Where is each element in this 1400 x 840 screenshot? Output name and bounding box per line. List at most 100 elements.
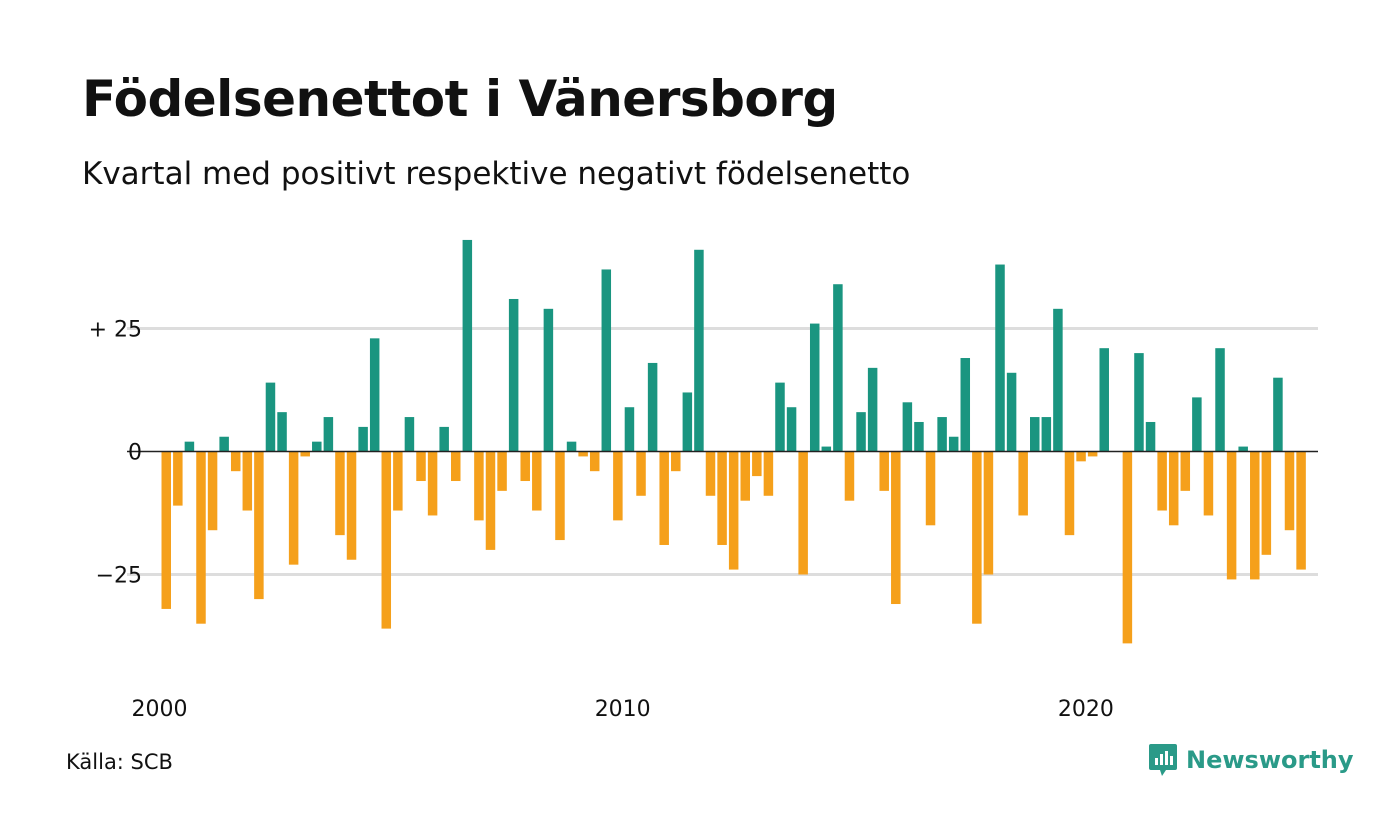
bar (427, 451, 438, 516)
bars (161, 239, 1306, 644)
y-tick-label: + 25 (89, 318, 142, 343)
bar (277, 412, 287, 452)
gridlines (127, 327, 1318, 576)
bar (288, 451, 299, 565)
bar (1087, 451, 1098, 457)
bar (1238, 446, 1248, 452)
bar (925, 451, 936, 526)
bar (1261, 451, 1272, 555)
bar (358, 426, 368, 452)
bar (763, 451, 774, 496)
bar (323, 417, 334, 452)
x-tick-label: 2020 (1058, 697, 1114, 722)
bar (821, 446, 832, 452)
bar (728, 451, 739, 570)
bar (960, 358, 971, 452)
bar (1192, 397, 1202, 452)
bar (451, 451, 461, 482)
bar (1180, 451, 1191, 491)
bar (207, 451, 218, 531)
y-tick-label: 0 (128, 441, 142, 466)
bar (566, 441, 577, 452)
bar (520, 451, 530, 482)
bar (879, 451, 889, 491)
bar (786, 407, 797, 452)
bar (1122, 451, 1133, 644)
x-tick-labels: 2000 2010 2020 (132, 697, 1114, 722)
bar (184, 441, 195, 452)
bar (346, 451, 357, 560)
bar (1006, 372, 1017, 452)
bar (867, 367, 878, 452)
bar (983, 451, 994, 575)
bar (1250, 451, 1260, 580)
bar (508, 298, 519, 452)
bar (1099, 348, 1109, 452)
bar (914, 421, 924, 452)
bar (659, 451, 669, 545)
bar (416, 451, 426, 482)
bar (300, 451, 310, 457)
brand-name: Newsworthy (1186, 746, 1354, 774)
bar (439, 426, 449, 452)
bar (798, 451, 808, 575)
bar (1076, 451, 1086, 462)
brand-logo: Newsworthy (1148, 742, 1354, 778)
x-tick-label: 2000 (132, 697, 188, 722)
bar (972, 451, 982, 624)
bar (1134, 353, 1144, 452)
bar (1157, 451, 1167, 511)
bar (1145, 421, 1156, 452)
bar (312, 441, 322, 452)
bar (717, 451, 727, 545)
bar (265, 382, 276, 452)
bar (578, 451, 588, 457)
bar (393, 451, 403, 511)
bar (601, 269, 612, 452)
bar (1273, 377, 1283, 452)
bar (254, 451, 264, 600)
bar (752, 451, 762, 477)
chart-title: Födelsenettot i Vänersborg (82, 70, 838, 128)
source-note: Källa: SCB (66, 750, 173, 774)
bar (219, 436, 229, 452)
bar (369, 338, 380, 452)
bar (161, 451, 171, 609)
bar (902, 402, 913, 452)
bar (462, 239, 473, 452)
bar (613, 451, 623, 521)
bar (242, 451, 253, 511)
y-tick-label: −25 (96, 564, 142, 589)
bar (1041, 417, 1052, 452)
x-tick-label: 2010 (595, 697, 651, 722)
bar (694, 249, 704, 452)
bar (647, 362, 658, 452)
bar (543, 308, 554, 452)
bar (173, 451, 183, 506)
bar (856, 412, 866, 452)
bar (555, 451, 565, 541)
bar (624, 407, 635, 452)
bar (1296, 451, 1306, 570)
bar (1203, 451, 1214, 516)
y-tick-labels: + 25 0 −25 (89, 318, 142, 589)
bar (775, 382, 785, 452)
bar (682, 392, 693, 452)
bar (589, 451, 600, 472)
bar (196, 451, 206, 624)
bar (1284, 451, 1295, 531)
bar (335, 451, 345, 536)
chart-subtitle: Kvartal med positivt respektive negativt… (82, 156, 911, 192)
bar (497, 451, 507, 491)
bar (474, 451, 484, 521)
bar (1168, 451, 1179, 526)
bar (1053, 308, 1063, 452)
bar (381, 451, 392, 629)
bar (1030, 417, 1040, 452)
bar (705, 451, 716, 496)
newsworthy-logo-icon (1149, 744, 1177, 776)
bar (809, 323, 820, 452)
bar (404, 417, 415, 452)
bar (740, 451, 750, 501)
